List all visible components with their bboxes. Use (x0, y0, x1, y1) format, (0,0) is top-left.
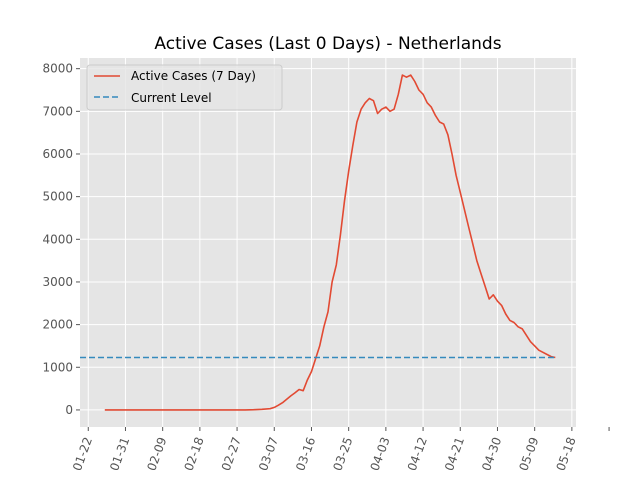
legend: Active Cases (7 Day) Current Level (86, 64, 283, 111)
chart-title: Active Cases (Last 0 Days) - Netherlands (154, 34, 501, 54)
y-tick-label: 0 (65, 403, 73, 417)
y-tick-label: 6000 (42, 147, 73, 161)
y-tick-label: 3000 (42, 275, 73, 289)
y-tick-label: 1000 (42, 360, 73, 374)
series-line-active-cases-7-day (104, 74, 556, 411)
y-tick-label: 7000 (42, 104, 73, 118)
y-tick-label: 8000 (42, 62, 73, 76)
y-tick-label: 5000 (42, 190, 73, 204)
y-tick-label: 4000 (42, 232, 73, 246)
series-layer (80, 74, 556, 411)
y-axis: 0 1000 2000 3000 4000 5000 6000 7000 8000 (42, 62, 80, 417)
plot-area (80, 58, 576, 427)
y-tick-label: 2000 (42, 318, 73, 332)
legend-label-current-level: Current Level (131, 91, 212, 105)
legend-box (86, 64, 283, 111)
legend-label-active-cases: Active Cases (7 Day) (131, 69, 256, 83)
